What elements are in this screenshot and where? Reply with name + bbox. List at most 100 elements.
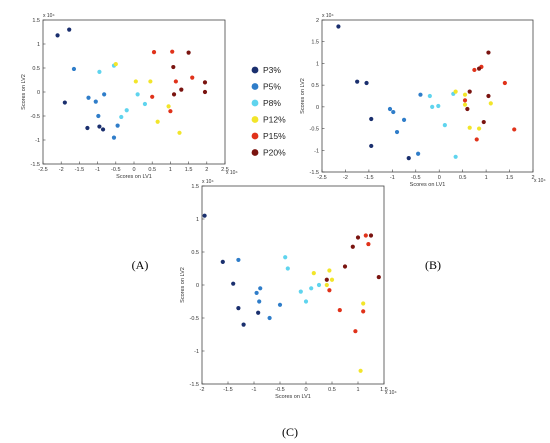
legend-marker <box>251 149 259 156</box>
data-point-c-series-6 <box>376 274 381 280</box>
data-point-b-series-2 <box>394 129 400 135</box>
data-point-c-series-1 <box>256 310 261 315</box>
x-tick-label-c: 1.5 <box>380 387 388 393</box>
x-tick-label-c: 1 <box>356 387 359 393</box>
data-point-a-series-4 <box>155 119 160 124</box>
data-point-a-series-4 <box>113 62 118 67</box>
data-point-a-series-1 <box>97 124 102 129</box>
data-point-b-series-5 <box>474 137 479 142</box>
data-point-c-series-5 <box>361 309 366 314</box>
data-point-b-series-4 <box>467 125 472 130</box>
x-tick-label-a: -0.5 <box>111 167 120 173</box>
legend-marker <box>251 99 259 107</box>
x-tick-label-a: -1 <box>95 167 100 173</box>
data-point-c-series-5 <box>337 307 342 313</box>
data-point-b-series-6 <box>467 89 472 94</box>
y-exponent-label-c: x 10⁴ <box>202 179 214 185</box>
y-tick-label-a: -1.5 <box>31 162 40 168</box>
data-point-c-series-5 <box>366 241 371 247</box>
scatter-panel-b: -2.5 -2 -1.5 -1 -0.5 0 0.5 1 1.5 2 -1.5 -1 -0.5 0 0.5 1… <box>300 13 546 272</box>
legend-marker <box>251 83 259 90</box>
x-tick-label-a: -1.5 <box>75 167 84 173</box>
data-point-c-series-3 <box>285 266 290 271</box>
y-tick-label-a: 0 <box>37 90 40 96</box>
y-tick-label-c: -1.5 <box>190 382 199 388</box>
legend-label: P15% <box>263 131 286 141</box>
data-point-b-series-3 <box>442 122 447 128</box>
legend-label: P12% <box>263 115 286 125</box>
data-point-a-series-1 <box>62 100 67 105</box>
data-point-b-series-6 <box>476 66 482 71</box>
data-point-c-series-2 <box>277 302 283 307</box>
data-point-a-series-3 <box>119 114 124 120</box>
data-point-b-series-3 <box>436 103 441 109</box>
data-point-a-series-1 <box>67 27 72 32</box>
x-tick-label-a: 0.5 <box>148 167 156 173</box>
y-exponent-label-b: x 10⁴ <box>322 13 334 19</box>
x-tick-label-c: 0 <box>304 387 307 393</box>
data-point-c-series-3 <box>316 282 322 288</box>
data-point-a-series-3 <box>135 92 140 97</box>
data-point-c-series-2 <box>257 299 262 304</box>
data-point-c-series-6 <box>355 235 361 240</box>
y-tick-label-c: 0.5 <box>191 250 199 256</box>
legend-marker <box>251 132 259 140</box>
x-axis-label-b: Scores on LV1 <box>410 182 446 188</box>
legend-label: P20% <box>263 148 286 158</box>
x-tick-label-a: 2 <box>205 167 208 173</box>
y-tick-label-c: 1 <box>196 217 199 223</box>
data-point-c-series-4 <box>327 268 332 273</box>
data-point-c-series-2 <box>236 257 241 263</box>
data-point-c-series-4 <box>361 301 366 306</box>
y-axis-label-b: Scores on LV2 <box>300 78 306 114</box>
data-point-a-series-6 <box>202 80 208 85</box>
y-tick-label-b: 1.5 <box>311 40 319 46</box>
y-tick-label-b: 0 <box>316 105 319 111</box>
data-point-a-series-5 <box>150 94 155 99</box>
x-tick-label-a: 1.5 <box>185 167 193 173</box>
data-point-c-series-4 <box>329 277 335 282</box>
x-tick-label-c: -1 <box>252 387 257 393</box>
data-point-c-series-6 <box>368 233 374 238</box>
x-tick-label-a: -2 <box>59 167 64 173</box>
data-point-c-series-4 <box>324 282 329 288</box>
data-point-c-series-1 <box>202 213 207 218</box>
y-tick-label-b: 0.5 <box>311 83 319 89</box>
data-point-a-series-6 <box>186 50 191 55</box>
x-tick-label-b: 0.5 <box>459 175 467 181</box>
data-point-b-series-3 <box>427 93 432 99</box>
data-point-b-series-6 <box>481 119 486 125</box>
data-point-c-series-2 <box>254 290 259 296</box>
data-point-c-series-3 <box>298 289 303 294</box>
plot-frame-a <box>42 19 226 165</box>
y-tick-label-c: -0.5 <box>190 316 199 322</box>
data-point-c-series-6 <box>342 264 348 269</box>
data-point-a-series-2 <box>96 113 101 119</box>
data-point-b-series-1 <box>355 79 360 84</box>
y-tick-label-a: -1 <box>35 138 40 144</box>
data-point-a-series-2 <box>115 123 120 128</box>
y-tick-label-b: -1.5 <box>310 170 319 176</box>
data-point-b-series-5 <box>512 127 517 132</box>
data-point-b-series-5 <box>462 98 468 103</box>
x-tick-label-b: 1.5 <box>506 175 514 181</box>
y-tick-label-c: 0 <box>196 283 199 289</box>
data-point-b-series-1 <box>406 156 411 161</box>
plot-frame-c <box>201 185 385 385</box>
panel-caption-b: (B) <box>425 258 441 272</box>
data-point-a-series-2 <box>111 135 117 140</box>
x-exponent-label-b: x 10⁴ <box>534 178 546 184</box>
data-point-b-series-6 <box>486 50 491 55</box>
x-exponent-label-a: x 10⁴ <box>226 170 238 176</box>
legend: P3% P5% P8% P12% P15% P20% <box>251 65 286 158</box>
legend-label: P3% <box>263 65 281 75</box>
data-point-a-series-1 <box>100 127 106 132</box>
data-point-b-series-4 <box>476 126 482 131</box>
x-tick-label-a: 0 <box>132 167 135 173</box>
scatter-panel-c: -2 -1.5 -1 -0.5 0 0.5 1 1.5-1.5-1-0.500.511.5Sc… <box>180 179 397 439</box>
scatter-panel-a: -2.5 -2 -1.5 -1 -0.5 0 0.5 1 1.5 2 2.5 -1.5 -1 -0.5 0 0… <box>21 13 238 272</box>
data-point-c-series-5 <box>353 329 358 334</box>
data-point-c-series-3 <box>309 286 314 291</box>
x-tick-label-b: -1 <box>390 175 395 181</box>
data-point-a-series-2 <box>71 66 77 72</box>
